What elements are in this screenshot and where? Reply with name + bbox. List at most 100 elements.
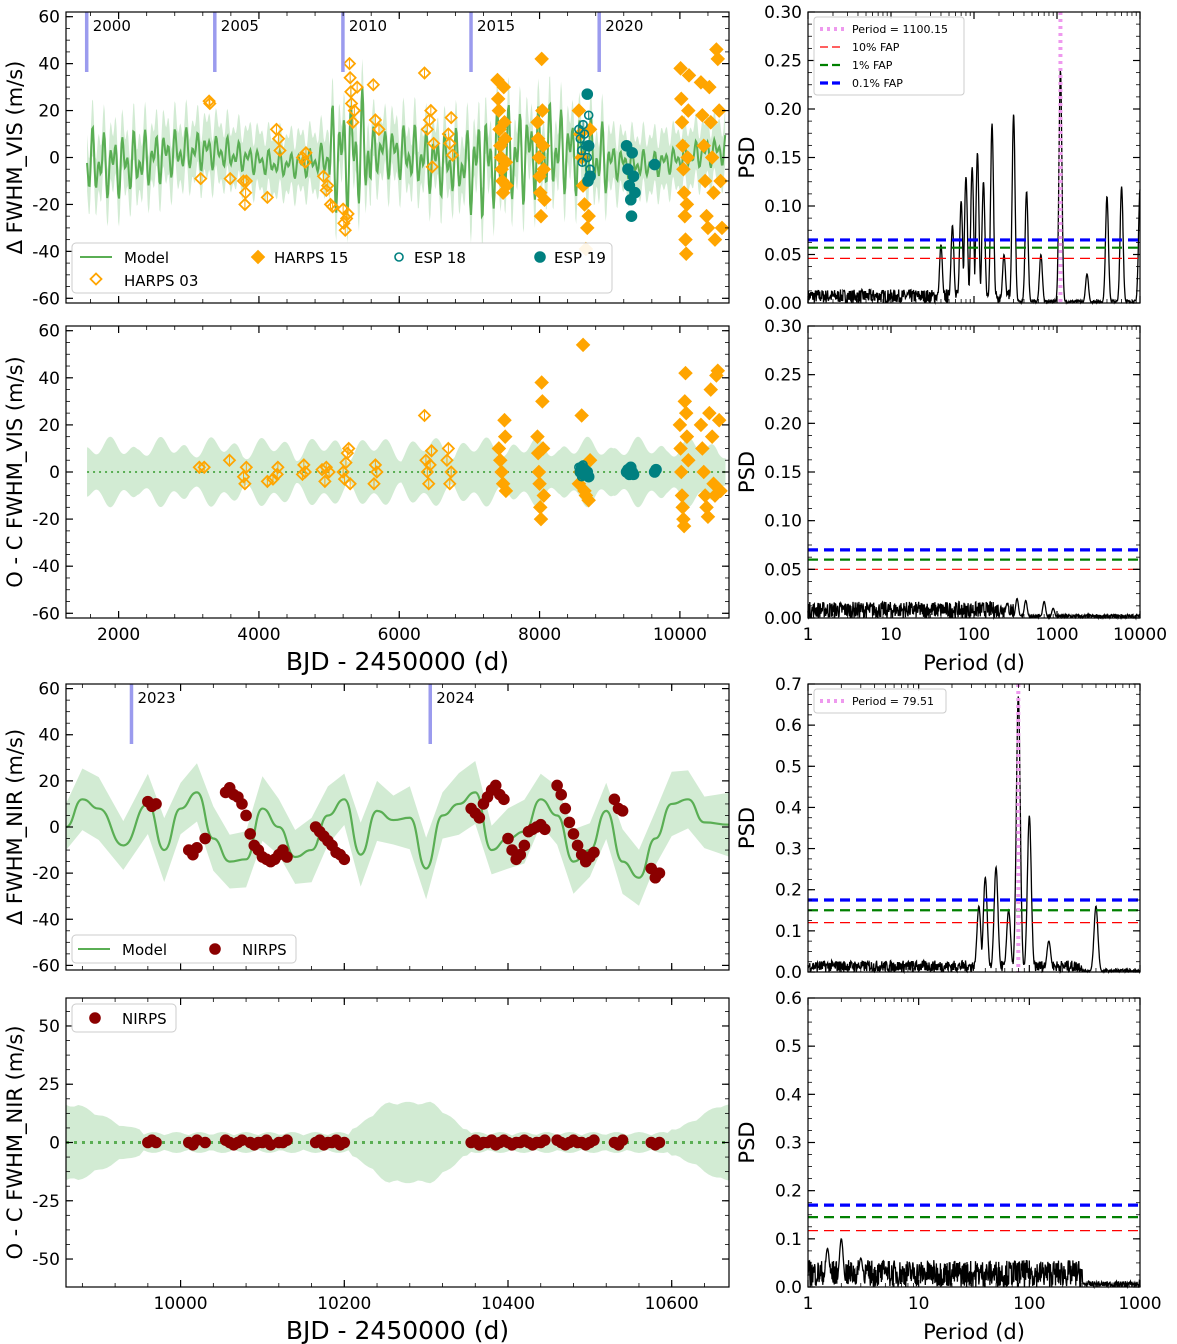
data-point bbox=[497, 412, 512, 428]
vis_fwhm-axes: 2000 2005 2010 2015 2020 -60 -40 -20 0 20 40 60 Δ FW… bbox=[3, 8, 730, 309]
y-tick-label: 0.1 bbox=[775, 1230, 802, 1250]
data-point bbox=[236, 798, 248, 810]
legend-box bbox=[813, 688, 947, 714]
model-line bbox=[86, 86, 727, 220]
year-label: 2005 bbox=[221, 17, 259, 35]
y-tick-label: 0.2 bbox=[775, 1182, 802, 1202]
data-point bbox=[260, 474, 275, 489]
data-point bbox=[421, 477, 436, 491]
data-point bbox=[711, 103, 727, 118]
psd-curve bbox=[807, 696, 1141, 975]
data-point bbox=[672, 417, 688, 433]
x-axis-label: BJD - 2450000 (d) bbox=[286, 1316, 509, 1344]
data-point bbox=[699, 208, 714, 224]
data-point bbox=[295, 467, 310, 482]
data-point bbox=[530, 429, 545, 444]
data-point bbox=[648, 158, 661, 171]
y-tick-label: 0.15 bbox=[764, 463, 802, 483]
y-axis-label: PSD bbox=[735, 807, 759, 849]
y-axis-label: Δ FWHM_VIS (m/s) bbox=[3, 61, 28, 255]
data-point bbox=[223, 171, 237, 186]
data-point bbox=[696, 464, 712, 480]
y-tick-label: -60 bbox=[32, 289, 60, 309]
x-tick-label: 10200 bbox=[317, 1294, 371, 1314]
data-point bbox=[713, 483, 728, 499]
data-point bbox=[693, 75, 709, 90]
y-tick-label: -40 bbox=[32, 242, 60, 262]
data-point bbox=[581, 88, 594, 100]
legend-label: Period = 79.51 bbox=[852, 695, 934, 708]
data-point bbox=[490, 91, 506, 107]
data-point bbox=[366, 77, 381, 92]
data-point bbox=[222, 453, 237, 467]
x-tick-label: 10600 bbox=[645, 1294, 699, 1314]
data-point bbox=[338, 1136, 351, 1149]
x-tick-label: 2000 bbox=[97, 625, 140, 645]
vis_oc_psd-axes: 0.00 0.05 0.10 0.15 0.20 0.25 0.30 1 10 100 1000 10… bbox=[735, 317, 1167, 675]
nir_fwhm-axes: 2023 2024 -60 -40 -20 0 20 40 60 Δ FWHM_NIR (m/s)… bbox=[3, 680, 730, 976]
x-tick-label: 10000 bbox=[154, 1294, 208, 1314]
data-point bbox=[444, 465, 458, 479]
data-point bbox=[626, 147, 638, 159]
legend-label: HARPS 15 bbox=[274, 249, 348, 267]
data-point bbox=[710, 51, 726, 67]
y-tick-label: 0.05 bbox=[764, 560, 802, 580]
data-point bbox=[710, 363, 726, 379]
y-tick-label: 0.4 bbox=[775, 1085, 802, 1105]
y-tick-label: 50 bbox=[38, 1017, 60, 1037]
legend-label: HARPS 03 bbox=[124, 272, 198, 290]
year-label: 2000 bbox=[93, 17, 131, 35]
data-point bbox=[571, 103, 587, 118]
data-point bbox=[533, 208, 549, 224]
data-point bbox=[702, 79, 717, 95]
data-point bbox=[678, 232, 693, 247]
data-point bbox=[579, 129, 590, 139]
y-tick-label: -20 bbox=[32, 195, 60, 215]
y-tick-label: 0.25 bbox=[764, 52, 802, 72]
data-point bbox=[426, 136, 441, 151]
y-tick-label: 20 bbox=[38, 772, 60, 792]
legend-swatch bbox=[534, 251, 546, 263]
y-tick-label: 0.6 bbox=[775, 989, 802, 1009]
data-point bbox=[338, 853, 351, 866]
data-point bbox=[588, 846, 600, 859]
data-point bbox=[704, 150, 720, 165]
data-point bbox=[674, 91, 689, 107]
data-point bbox=[567, 828, 580, 840]
model-band bbox=[66, 760, 729, 906]
data-point bbox=[240, 809, 252, 822]
year-label: 2010 bbox=[349, 17, 387, 35]
legend-label: Period = 1100.15 bbox=[852, 23, 948, 36]
legend-label: NIRPS bbox=[122, 1010, 167, 1028]
data-point bbox=[367, 477, 381, 491]
data-point bbox=[203, 96, 217, 111]
legend-swatch bbox=[89, 272, 103, 286]
data-point bbox=[704, 429, 720, 444]
data-point bbox=[370, 465, 384, 479]
data-point bbox=[238, 477, 252, 491]
data-point bbox=[425, 160, 440, 174]
legend-box bbox=[71, 242, 613, 294]
data-point bbox=[297, 458, 311, 472]
y-tick-label: 0.30 bbox=[764, 317, 802, 337]
data-point bbox=[236, 469, 251, 484]
psd-curve bbox=[807, 70, 1141, 306]
data-point bbox=[584, 170, 596, 183]
legend-swatch bbox=[209, 943, 221, 955]
data-point bbox=[266, 472, 280, 486]
data-point bbox=[536, 161, 552, 177]
data-point bbox=[703, 115, 719, 130]
x-tick-label: 10000 bbox=[1113, 625, 1167, 645]
data-point bbox=[535, 441, 551, 456]
x-tick-label: 100 bbox=[1013, 1294, 1045, 1314]
legend-label: 1% FAP bbox=[852, 59, 893, 72]
data-point bbox=[693, 417, 709, 433]
data-point bbox=[675, 138, 690, 154]
data-point bbox=[578, 119, 588, 130]
y-tick-label: 0 bbox=[49, 463, 60, 483]
data-point bbox=[534, 51, 549, 67]
data-point bbox=[575, 337, 591, 353]
data-point bbox=[700, 220, 716, 236]
data-point bbox=[318, 474, 332, 489]
data-point bbox=[676, 161, 691, 177]
